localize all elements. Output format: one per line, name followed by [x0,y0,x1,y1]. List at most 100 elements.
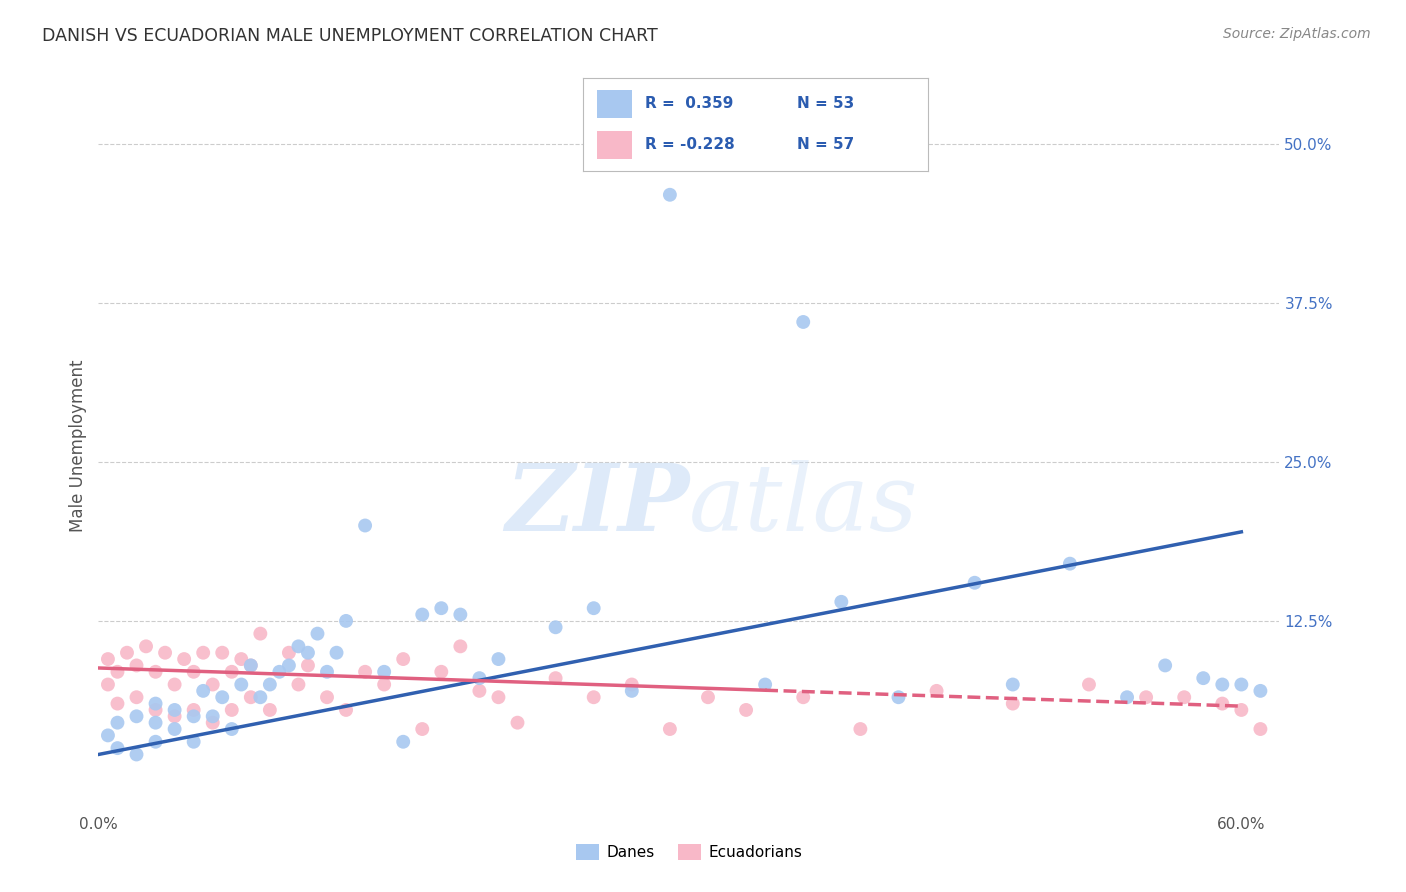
Point [145,715,167,730]
Text: atlas: atlas [689,459,918,549]
Point [544,620,567,634]
Point [173,652,195,666]
Text: N = 57: N = 57 [797,136,855,152]
Point [269,665,291,679]
Point [115,646,138,660]
Point [239,658,262,673]
Point [1001,677,1024,691]
Point [354,518,377,533]
Point [488,652,510,666]
Point [297,658,319,673]
Point [163,677,186,691]
Point [830,595,852,609]
Point [468,684,491,698]
Y-axis label: Male Unemployment: Male Unemployment [69,359,87,533]
Point [316,690,339,705]
Point [506,715,529,730]
Point [1001,697,1024,711]
Point [430,665,453,679]
Point [1173,690,1195,705]
Point [430,601,453,615]
Point [153,646,176,660]
Point [335,703,357,717]
Point [488,690,510,705]
Text: N = 53: N = 53 [797,95,855,111]
Point [658,722,681,736]
Point [582,601,605,615]
Point [325,646,347,660]
Point [1211,697,1233,711]
Text: R = -0.228: R = -0.228 [645,136,735,152]
Point [1230,677,1253,691]
FancyBboxPatch shape [598,131,631,159]
Point [231,677,253,691]
Point [97,652,120,666]
Point [620,677,643,691]
Point [411,607,433,622]
Point [963,575,986,590]
Point [1249,684,1271,698]
Point [107,665,129,679]
Text: ZIP: ZIP [505,459,689,549]
Point [277,646,299,660]
Point [125,709,148,723]
Point [221,665,243,679]
Point [1230,703,1253,717]
Point [1154,658,1177,673]
Point [373,665,395,679]
Point [183,703,205,717]
Point [582,690,605,705]
Point [259,703,281,717]
Point [392,735,415,749]
Point [163,703,186,717]
Point [1135,690,1157,705]
Point [792,690,814,705]
Point [354,665,377,679]
Point [221,703,243,717]
Point [201,709,224,723]
Point [697,690,720,705]
Point [544,671,567,685]
Point [145,703,167,717]
Point [193,646,215,660]
Point [183,735,205,749]
Point [183,709,205,723]
Point [97,677,120,691]
Point [792,315,814,329]
Text: Source: ZipAtlas.com: Source: ZipAtlas.com [1223,27,1371,41]
Point [449,607,471,622]
Point [335,614,357,628]
Point [249,626,271,640]
Point [1116,690,1139,705]
Point [849,722,872,736]
Point [183,665,205,679]
Point [201,677,224,691]
Point [145,697,167,711]
Point [925,684,948,698]
Point [754,677,776,691]
Point [658,187,681,202]
Point [307,626,329,640]
Legend: Danes, Ecuadorians: Danes, Ecuadorians [569,838,808,866]
Text: R =  0.359: R = 0.359 [645,95,734,111]
Point [193,684,215,698]
Point [107,741,129,756]
Point [249,690,271,705]
Point [125,690,148,705]
Point [239,658,262,673]
Point [211,646,233,660]
Point [125,747,148,762]
Point [125,658,148,673]
Point [107,715,129,730]
Point [221,722,243,736]
Point [239,690,262,705]
Point [411,722,433,736]
Point [277,658,299,673]
FancyBboxPatch shape [598,90,631,118]
Point [145,735,167,749]
Point [1192,671,1215,685]
Point [1211,677,1233,691]
Point [135,640,157,654]
Point [163,709,186,723]
Point [887,690,910,705]
